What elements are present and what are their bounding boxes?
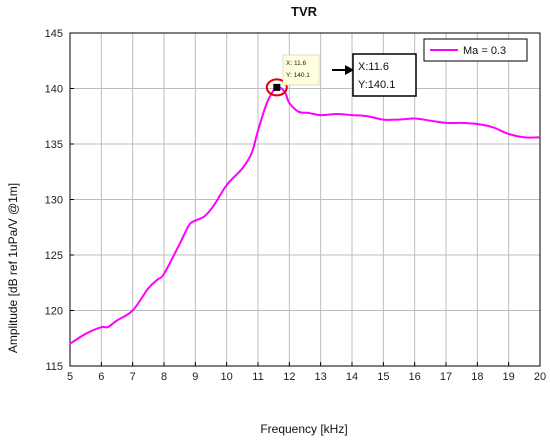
y-tick-label: 140 — [45, 84, 63, 96]
highlight-circle — [265, 78, 288, 97]
x-tick-label: 12 — [283, 371, 295, 383]
legend-entry-label: Ma = 0.3 — [463, 45, 506, 57]
x-axis-label: Frequency [kHz] — [260, 422, 347, 436]
datatip-small-y: Y: 140.1 — [286, 72, 310, 79]
x-tick-label: 9 — [192, 371, 198, 383]
chart-title: TVR — [291, 4, 318, 19]
y-tick-label: 115 — [45, 361, 63, 373]
datatip-arrow — [332, 65, 354, 75]
y-tick-label: 145 — [45, 28, 63, 40]
datatip-small-x: X: 11.6 — [286, 60, 307, 67]
y-tick-label: 130 — [45, 195, 63, 207]
y-tick-label: 120 — [45, 306, 63, 318]
data-point-marker[interactable] — [273, 83, 281, 91]
x-tick-label: 18 — [471, 371, 483, 383]
x-tick-label: 13 — [315, 371, 327, 383]
marker-layer — [265, 78, 288, 97]
datatip-large-x: X:11.6 — [358, 61, 389, 73]
datatip-large-y: Y:140.1 — [358, 79, 395, 91]
legend[interactable]: Ma = 0.3 — [423, 38, 528, 62]
x-tick-label: 6 — [98, 371, 104, 383]
y-tick-label: 135 — [45, 139, 63, 151]
datatip-large-box — [352, 53, 417, 97]
x-tick-label: 16 — [409, 371, 421, 383]
x-tick-label: 5 — [67, 371, 73, 383]
legend-box — [423, 38, 528, 62]
x-tick-label: 15 — [377, 371, 389, 383]
y-axis-label: Amplitude [dB ref 1uPa/V @1m] — [6, 183, 20, 353]
x-tick-label: 19 — [503, 371, 515, 383]
x-tick-label: 17 — [440, 371, 452, 383]
x-tick-label: 7 — [130, 371, 136, 383]
x-tick-label: 20 — [534, 371, 546, 383]
x-tick-label: 14 — [346, 371, 358, 383]
y-tick-label: 125 — [45, 250, 63, 262]
x-axis-ticks: 5 6 7 8 9 10 11 12 13 14 15 16 17 18 19 20 — [67, 362, 546, 383]
datatip-large[interactable]: X:11.6 Y:140.1 — [352, 53, 417, 97]
y-axis-ticks: 115 120 125 130 135 140 145 — [45, 28, 74, 373]
x-tick-label: 10 — [221, 371, 233, 383]
datatip-small-box — [282, 54, 320, 86]
x-tick-label: 8 — [161, 371, 167, 383]
datatip-small[interactable]: X: 11.6 Y: 140.1 — [282, 54, 320, 86]
x-tick-label: 11 — [252, 371, 263, 383]
